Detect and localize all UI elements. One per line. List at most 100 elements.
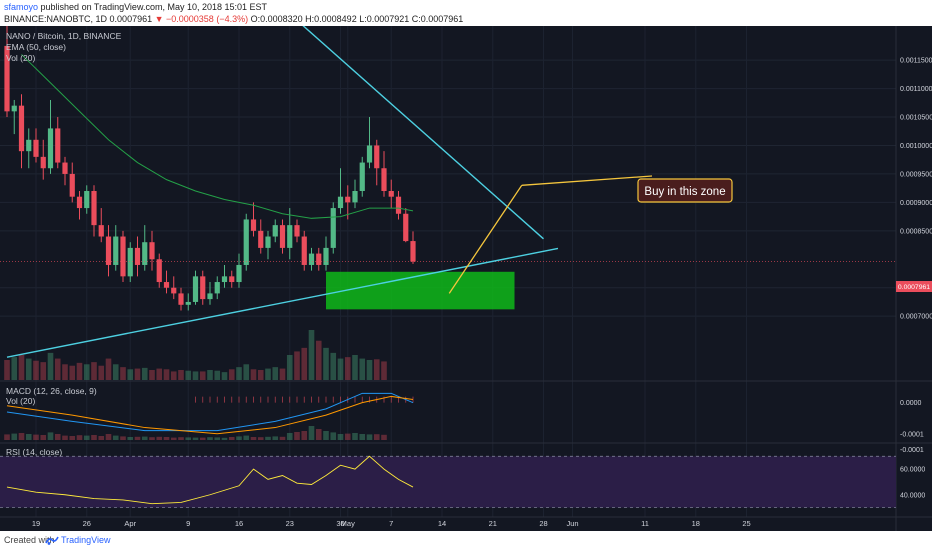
candle-body [163, 282, 170, 288]
volume-bar [47, 352, 54, 380]
volume-bar [120, 367, 126, 380]
candle-body [91, 191, 97, 226]
volume-bar [228, 369, 235, 380]
price-tick-label: 0.0009000 [900, 200, 932, 207]
volume-bars [4, 330, 387, 380]
volume-bar [156, 368, 163, 380]
volume-bar [40, 362, 47, 380]
time-tick-label: 7 [389, 519, 393, 528]
volume-bar [359, 358, 366, 380]
candle-body [323, 247, 329, 265]
candle-body [243, 219, 249, 265]
time-tick-label: 25 [742, 519, 750, 528]
volume-bar [315, 340, 322, 380]
quote-price: 0.0007961 [109, 14, 153, 24]
candle-body [98, 225, 104, 237]
price-tick-label: 0.0007000 [900, 314, 932, 321]
zone-layer [326, 271, 515, 310]
publish-line: sfamoyo published on TradingView.com, Ma… [4, 1, 267, 13]
macd-volume-bar [301, 431, 308, 440]
candle-body [33, 139, 39, 157]
candle-body [279, 225, 286, 248]
macd-volume-bar [272, 436, 279, 440]
macd-volume-bar [286, 433, 293, 440]
candle-body [381, 168, 387, 191]
volume-bar [366, 360, 373, 380]
macd-volume-bar [308, 426, 315, 440]
macd-volume-bar [359, 434, 366, 440]
candle-body [62, 162, 68, 174]
legend-vol: Vol (20) [6, 53, 35, 63]
macd-volume-bar [323, 431, 329, 440]
rsi-tick-label: 60.0000 [900, 467, 925, 474]
candle-body [330, 208, 336, 248]
macd-volume-bar [373, 434, 380, 440]
macd-volume-bar [98, 436, 105, 440]
callout-arrow-line [448, 184, 523, 294]
volume-bar [83, 364, 90, 380]
macd-volume-bar [192, 437, 199, 440]
tradingview-brand[interactable]: TradingView [61, 535, 111, 545]
candle-body [113, 236, 119, 265]
time-tick-label: 21 [489, 519, 497, 528]
macd-volume-bar [381, 434, 387, 440]
candle-body [185, 301, 191, 305]
publish-info: published on TradingView.com, May 10, 20… [40, 2, 268, 12]
candle-body [76, 196, 83, 209]
macd-volume-bar [214, 437, 221, 440]
time-tick-label: 11 [641, 519, 649, 528]
macd-volume-bar [352, 433, 358, 440]
trendline [6, 247, 559, 358]
volume-bar [301, 347, 308, 380]
candle-body [308, 253, 315, 265]
candle-body [287, 225, 293, 248]
macd-volume-bar [257, 437, 264, 440]
candle-body [316, 253, 322, 265]
macd-volume-bar [83, 435, 90, 440]
candle-body [149, 242, 155, 260]
macd-volume-bar [199, 437, 206, 440]
volume-bar [69, 365, 76, 380]
candle-body [4, 45, 10, 112]
volume-bar [33, 360, 39, 380]
rsi-tick-label: 40.0000 [900, 492, 925, 499]
candle-body [178, 293, 184, 305]
candle-body [272, 225, 278, 237]
candle-body [410, 241, 416, 262]
candle-body [236, 264, 242, 283]
macd-volume-bar [170, 437, 177, 440]
macd-volume-bar [25, 434, 32, 440]
volume-bar [294, 351, 300, 380]
volume-bar [344, 357, 351, 380]
candle-body [229, 276, 235, 283]
candle-body [26, 139, 32, 152]
candle-body [345, 196, 351, 203]
volume-bar [112, 364, 119, 380]
candle-body [18, 105, 25, 152]
candle-body [388, 191, 394, 197]
candle-body [265, 236, 271, 248]
volume-bar [25, 358, 32, 380]
time-tick-label: 23 [286, 519, 294, 528]
candle-body [301, 236, 307, 265]
volume-bar [11, 357, 18, 380]
price-chart[interactable]: 0.0011500 0.0011000 0.0010500 0.0010000 0.00… [0, 26, 932, 531]
volume-bar [98, 365, 105, 380]
macd-volume-bar [69, 436, 76, 440]
candle-body [366, 145, 373, 163]
volume-bar [54, 358, 61, 380]
time-tick-label: Apr [124, 519, 136, 528]
macd-volume-bar [156, 436, 163, 440]
candle-body [352, 191, 358, 203]
volume-bar [170, 371, 177, 380]
buy-zone-rect [326, 271, 515, 310]
time-tick-label: 19 [32, 519, 40, 528]
candle-body [105, 236, 112, 265]
macd-volume-bar [228, 437, 235, 440]
author-link[interactable]: sfamoyo [4, 2, 39, 12]
volume-bar [18, 355, 25, 380]
volume-bar [243, 364, 250, 380]
chart-title: NANO / Bitcoin, 1D, BINANCE [6, 31, 122, 41]
volume-bar [76, 362, 83, 380]
volume-bar [141, 367, 148, 380]
